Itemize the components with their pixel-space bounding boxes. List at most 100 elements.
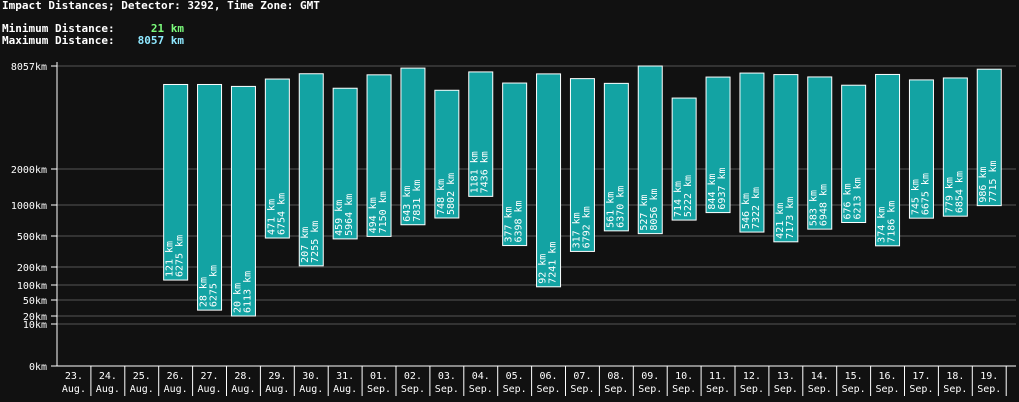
distance-bar [400, 67, 426, 226]
x-tick-label-month: Sep. [842, 384, 866, 395]
distance-bar [908, 79, 934, 219]
x-tick-label-day: 11. [709, 371, 727, 382]
x-tick-label-month: Sep. [977, 384, 1001, 395]
max-distance-label: 6213 km [853, 177, 864, 219]
distance-bar [264, 78, 290, 239]
distance-bar [942, 77, 968, 217]
max-distance-label: 6937 km [717, 167, 728, 209]
distance-bar [739, 72, 765, 233]
x-tick-label-month: Sep. [672, 384, 696, 395]
bars [163, 65, 1002, 317]
min-distance-label: 676 km [843, 183, 854, 219]
min-distance-label: 1181 km [470, 151, 481, 193]
max-distance-label: 5802 km [446, 173, 457, 215]
distance-bar [875, 73, 901, 247]
distance-bar [773, 74, 799, 243]
max-distance-label: 5222 km [683, 175, 694, 217]
x-tick-label-month: Sep. [604, 384, 628, 395]
x-tick-label-day: 26. [167, 371, 185, 382]
x-tick-label-month: Sep. [469, 384, 493, 395]
x-tick-label-day: 06. [540, 371, 558, 382]
chart-title: Impact Distances; Detector: 3292, Time Z… [2, 0, 320, 12]
maximum-distance-value: 8057 km [137, 34, 184, 47]
max-distance-label: 7436 km [480, 151, 491, 193]
x-tick-label-month: Sep. [435, 384, 459, 395]
x-tick-label-month: Aug. [333, 384, 357, 395]
max-distance-label: 6275 km [209, 265, 220, 307]
min-distance-label: 748 km [436, 179, 447, 215]
max-distance-label: 6113 km [242, 271, 253, 313]
minimum-distance-label: Minimum Distance: [2, 22, 115, 35]
distance-bar [671, 97, 697, 221]
distance-bar [298, 73, 324, 267]
x-tick-label-day: 07. [573, 371, 591, 382]
min-distance-label: 986 km [978, 167, 989, 203]
max-distance-label: 6398 km [514, 200, 525, 242]
y-tick-label: 200km [17, 263, 47, 274]
min-distance-label: 20 km [232, 283, 243, 313]
min-distance-label: 121 km [165, 241, 176, 277]
min-distance-label: 374 km [877, 207, 888, 243]
max-distance-label: 5964 km [344, 194, 355, 236]
x-tick-label-month: Sep. [876, 384, 900, 395]
distance-bar [163, 83, 189, 281]
distance-bar [705, 76, 731, 214]
distance-bar [502, 82, 528, 247]
min-distance-label: 494 km [368, 197, 379, 233]
x-tick-label-day: 02. [404, 371, 422, 382]
x-tick-label-month: Aug. [164, 384, 188, 395]
x-tick-label-day: 29. [268, 371, 286, 382]
maximum-distance-row: Maximum Distance: 8057 km [2, 35, 320, 47]
x-tick-label-month: Aug. [198, 384, 222, 395]
min-distance-label: 421 km [775, 203, 786, 239]
x-tick-label-month: Sep. [774, 384, 798, 395]
x-tick-label-day: 05. [506, 371, 524, 382]
min-distance-label: 377 km [504, 206, 515, 242]
x-tick-label-day: 01. [370, 371, 388, 382]
x-tick-label-month: Sep. [401, 384, 425, 395]
x-tick-label-month: Sep. [706, 384, 730, 395]
max-distance-label: 7173 km [785, 197, 796, 239]
distance-bar [807, 76, 833, 230]
min-distance-label: 745 km [910, 179, 921, 215]
distance-bar [230, 85, 256, 317]
x-tick-label-day: 08. [607, 371, 625, 382]
max-distance-label: 6792 km [581, 206, 592, 248]
x-tick-label-day: 27. [201, 371, 219, 382]
y-tick-label: 1000km [11, 201, 47, 212]
distance-bar [976, 68, 1002, 207]
x-tick-label-day: 15. [845, 371, 863, 382]
distance-bar [468, 71, 494, 197]
minimum-distance-value: 21 km [150, 22, 184, 35]
max-distance-label: 7255 km [310, 221, 321, 263]
y-tick-label: 500km [17, 232, 47, 243]
x-tick-label-day: 19. [980, 371, 998, 382]
distance-bar [197, 83, 223, 311]
axes: 8057km 2000km 1000km 500km 200km 100km 50km 20k… [11, 62, 1016, 396]
distance-bar [366, 74, 392, 237]
max-distance-label: 6754 km [276, 193, 287, 235]
x-tick-label-month: Aug. [265, 384, 289, 395]
x-tick-label-month: Aug. [299, 384, 323, 395]
x-tick-label-day: 12. [743, 371, 761, 382]
x-tick-label-day: 14. [811, 371, 829, 382]
x-tick-label-month: Sep. [367, 384, 391, 395]
x-tick-label-day: 17. [912, 371, 930, 382]
min-distance-label: 317 km [571, 212, 582, 248]
y-tick-label: 0km [29, 362, 47, 373]
distance-bar [637, 65, 663, 235]
x-tick-label-month: Aug. [62, 384, 86, 395]
distance-bar [536, 73, 562, 288]
y-tick-label: 20km [23, 312, 47, 323]
x-tick-label-day: 18. [946, 371, 964, 382]
x-tick-label-month: Sep. [740, 384, 764, 395]
x-tick-label-month: Sep. [503, 384, 527, 395]
max-distance-label: 6948 km [819, 184, 830, 226]
x-tick-label-month: Sep. [909, 384, 933, 395]
distance-bar [332, 87, 358, 240]
x-tick-label-month: Sep. [638, 384, 662, 395]
max-distance-label: 6675 km [920, 173, 931, 215]
max-distance-label: 7831 km [412, 180, 423, 222]
